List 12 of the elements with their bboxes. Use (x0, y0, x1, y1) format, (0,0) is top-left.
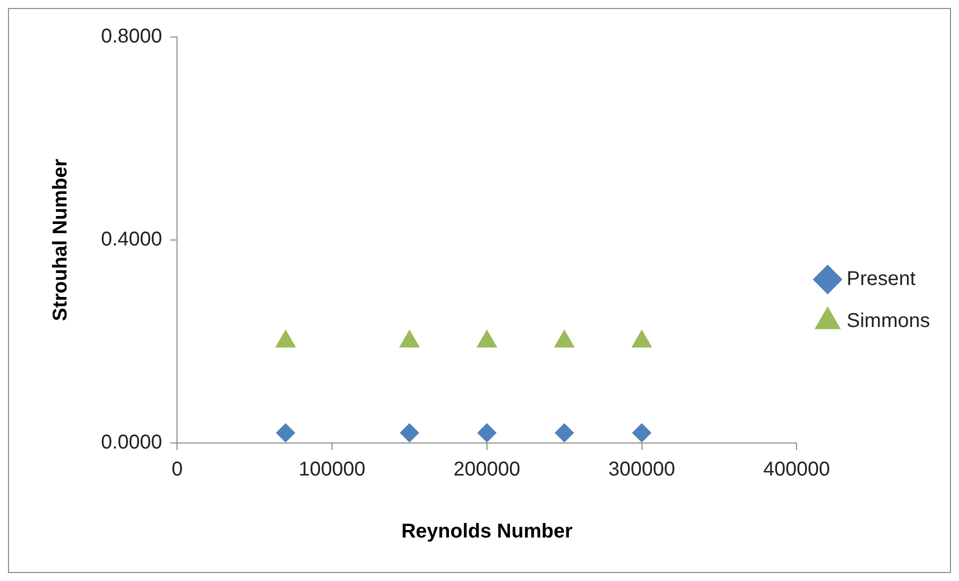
x-axis-title: Reynolds Number (401, 520, 573, 543)
y-axis-title: Strouhal Number (50, 158, 72, 322)
x-tick-label: 200000 (454, 458, 520, 481)
x-tick-label: 400000 (763, 458, 830, 481)
y-tick-label: 0.4000 (101, 228, 162, 251)
x-tick-label: 0 (172, 458, 183, 481)
legend-label: Simmons (846, 310, 930, 332)
x-tick-label: 100000 (298, 458, 366, 481)
y-tick-label: 0.0000 (101, 432, 162, 454)
x-tick-label: 300000 (608, 458, 676, 481)
y-tick-label: 0.8000 (101, 26, 162, 48)
legend-label: Present (846, 268, 916, 290)
